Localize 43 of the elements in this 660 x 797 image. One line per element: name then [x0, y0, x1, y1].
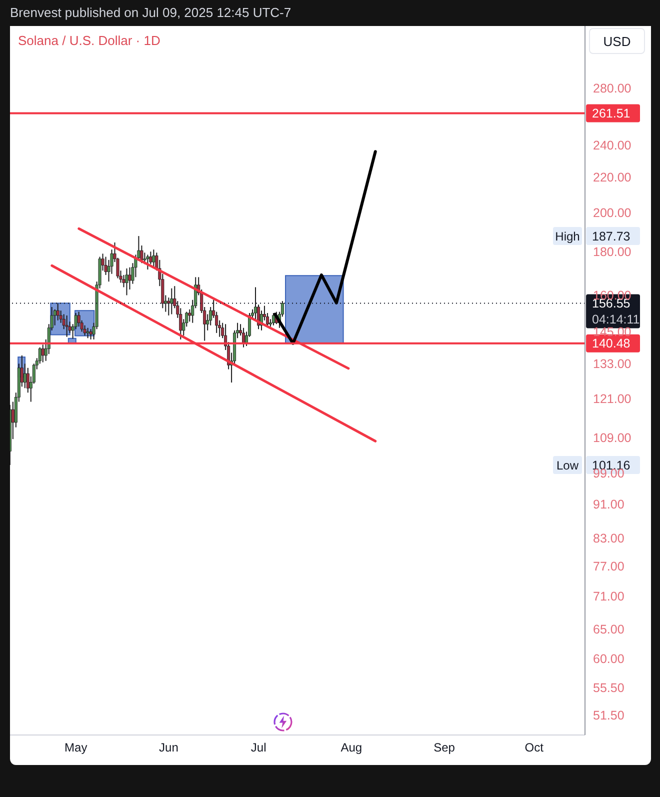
candlestick: [89, 328, 92, 340]
candlestick: [83, 324, 86, 336]
y-tick-label: 200.00: [593, 206, 632, 220]
y-tick-label: 83.00: [593, 532, 624, 546]
y-tick-label: 280.00: [593, 81, 632, 96]
y-tick-label: 180.00: [593, 245, 632, 260]
candlestick: [125, 268, 128, 296]
y-tick-label: 240.00: [593, 138, 632, 152]
text: Brenvest published on Jul 09, 2025 12:45 UTC-7: [10, 5, 292, 20]
ref-line-label: 140.48: [592, 336, 630, 350]
y-tick-label: 220.00: [593, 170, 632, 185]
candlestick: [86, 327, 90, 339]
candlestick: [272, 312, 275, 326]
ref-line-label: 261.51: [592, 106, 630, 120]
candlestick: [152, 249, 156, 267]
y-tick-label: 65.00: [593, 622, 624, 636]
candlestick: [77, 311, 80, 328]
candlestick: [146, 254, 150, 270]
text: Solana / U.S. Dollar · 1D: [18, 33, 160, 48]
x-tick-label: Oct: [524, 740, 544, 755]
y-axis-title: USD: [589, 28, 645, 54]
x-tick-label: Jun: [159, 740, 178, 755]
y-tick-label: 77.00: [593, 560, 624, 574]
x-tick-label: Sep: [434, 740, 456, 755]
candlestick: [65, 314, 68, 338]
y-tick-label: 60.00: [593, 652, 624, 666]
candlestick: [23, 363, 26, 389]
y-tick-label: 55.50: [593, 680, 624, 695]
candlestick: [128, 266, 132, 290]
x-tick-label: May: [64, 740, 88, 755]
candlestick: [188, 308, 192, 322]
y-tick-label: 109.00: [593, 430, 632, 445]
candlestick: [122, 274, 126, 288]
y-tick-label: 121.00: [593, 392, 632, 406]
x-tick-label: Jul: [250, 740, 266, 755]
y-tick-label: 91.00: [593, 498, 624, 512]
y-tick-label: 51.50: [593, 708, 624, 722]
x-tick-label: Aug: [340, 740, 362, 755]
candlestick: [242, 327, 246, 348]
annotation: High 187.73: [555, 230, 630, 244]
y-tick-label: 133.00: [593, 357, 632, 372]
candlestick: [41, 344, 44, 363]
y-tick-label: 71.00: [593, 590, 624, 604]
